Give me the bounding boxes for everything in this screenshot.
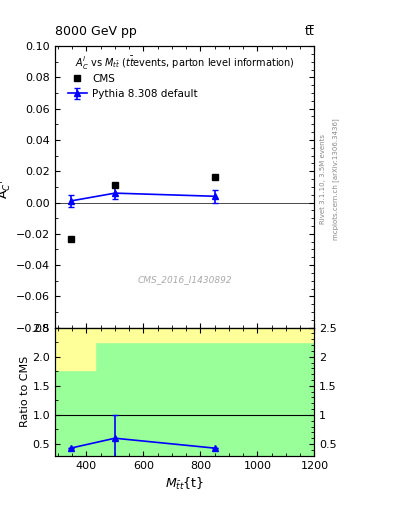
- Legend: CMS, Pythia 8.308 default: CMS, Pythia 8.308 default: [68, 74, 198, 99]
- CMS: [112, 182, 117, 188]
- Text: mcplots.cern.ch [arXiv:1306.3436]: mcplots.cern.ch [arXiv:1306.3436]: [332, 118, 339, 240]
- Line: CMS: CMS: [67, 174, 218, 242]
- Text: $A_C^l$ vs $M_{t\bar{t}}$ ($t\bar{t}$events, parton level information): $A_C^l$ vs $M_{t\bar{t}}$ ($t\bar{t}$eve…: [75, 55, 295, 72]
- CMS: [68, 236, 73, 242]
- Y-axis label: Ratio to CMS: Ratio to CMS: [20, 356, 29, 428]
- Text: tt̅: tt̅: [305, 26, 314, 38]
- Text: CMS_2016_I1430892: CMS_2016_I1430892: [138, 275, 232, 284]
- Text: 8000 GeV pp: 8000 GeV pp: [55, 26, 137, 38]
- Y-axis label: A$_C^{lep}$: A$_C^{lep}$: [0, 175, 13, 199]
- X-axis label: $M_{\bar{t}t}${t}: $M_{\bar{t}t}${t}: [165, 476, 204, 492]
- CMS: [212, 175, 217, 181]
- Text: Rivet 3.1.10, 3.5M events: Rivet 3.1.10, 3.5M events: [320, 134, 326, 224]
